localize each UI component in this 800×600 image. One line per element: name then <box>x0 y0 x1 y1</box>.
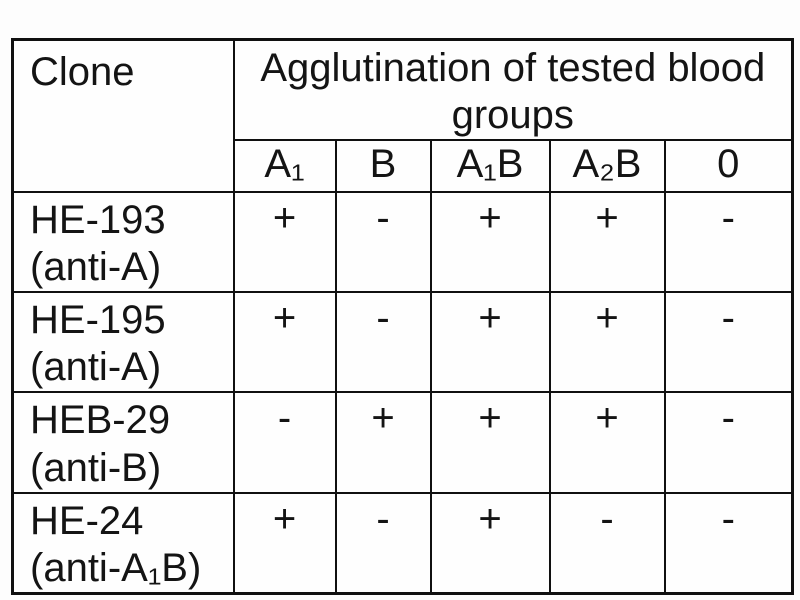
result-cell: - <box>663 290 794 394</box>
column-header-a1: A₁ <box>232 139 337 193</box>
result-cell: - <box>334 190 432 293</box>
result-cell: - <box>334 491 432 595</box>
row-label: HE-193 (anti-A) <box>11 190 235 293</box>
clone-specificity: (anti-B) <box>30 445 162 490</box>
result-cell: + <box>429 190 551 293</box>
column-header-b: B <box>334 139 432 193</box>
result-cell: + <box>232 290 337 394</box>
result-cell: - <box>548 491 666 595</box>
result-cell: - <box>663 190 794 293</box>
result-cell: - <box>334 290 432 394</box>
result-cell: + <box>232 491 337 595</box>
clone-column-header: Clone <box>11 38 235 193</box>
row-label: HEB-29 (anti-B) <box>11 391 235 494</box>
table-row: HEB-29 (anti-B) - + + + - <box>11 391 794 494</box>
clone-name: HE-193 <box>30 197 166 242</box>
result-cell: + <box>429 491 551 595</box>
column-header-a1b: A₁B <box>429 139 551 193</box>
result-cell: + <box>548 190 666 293</box>
result-cell: - <box>232 391 337 494</box>
clone-specificity: (anti-A₁B) <box>30 545 202 590</box>
column-header-a2b: A₂B <box>548 139 666 193</box>
clone-name: HE-24 <box>30 498 144 543</box>
result-cell: + <box>548 391 666 494</box>
result-cell: + <box>548 290 666 394</box>
clone-name: HEB-29 <box>30 398 171 443</box>
result-cell: - <box>663 391 794 494</box>
result-cell: + <box>429 391 551 494</box>
clone-name: HE-195 <box>30 297 166 342</box>
clone-specificity: (anti-A) <box>30 345 162 390</box>
result-cell: - <box>663 491 794 595</box>
column-header-0: 0 <box>663 139 794 193</box>
row-label: HE-24 (anti-A₁B) <box>11 491 235 595</box>
result-cell: + <box>429 290 551 394</box>
blood-group-header-row: A₁ B A₁B A₂B 0 <box>13 139 794 193</box>
result-cell: + <box>334 391 432 494</box>
row-label: HE-195 (anti-A) <box>11 290 235 394</box>
group-header: Agglutination of tested blood groups <box>232 38 794 142</box>
agglutination-table: Clone Agglutination of tested blood grou… <box>11 38 795 596</box>
table-row: HE-193 (anti-A) + - + + - <box>11 190 794 293</box>
table-row: HE-24 (anti-A₁B) + - + - - <box>11 491 794 595</box>
clone-specificity: (anti-A) <box>30 244 162 289</box>
header-row: Clone Agglutination of tested blood grou… <box>11 38 794 193</box>
result-cell: + <box>232 190 337 293</box>
table-row: HE-195 (anti-A) + - + + - <box>11 290 794 394</box>
